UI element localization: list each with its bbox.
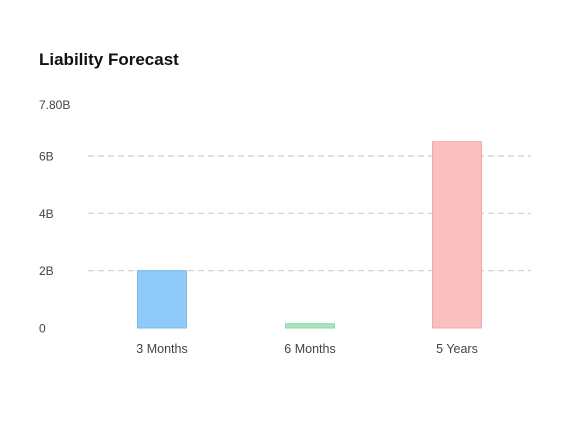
y-axis-ticks: 0 2B 4B 6B 7.80B (39, 98, 70, 336)
y-tick-label: 4B (39, 207, 54, 221)
y-tick-label: 0 (39, 322, 46, 336)
y-tick-label: 7.80B (39, 98, 70, 112)
x-tick-label: 5 Years (436, 342, 478, 356)
bar-3-months[interactable] (137, 270, 187, 329)
chart-title: Liability Forecast (39, 50, 179, 69)
bars (137, 141, 482, 329)
y-tick-label: 2B (39, 264, 54, 278)
bar-6-months[interactable] (285, 323, 335, 329)
y-tick-label: 6B (39, 150, 54, 164)
x-tick-label: 3 Months (136, 342, 187, 356)
bar-5-years[interactable] (432, 141, 482, 329)
x-tick-label: 6 Months (284, 342, 335, 356)
x-axis-ticks: 3 Months 6 Months 5 Years (136, 342, 478, 356)
